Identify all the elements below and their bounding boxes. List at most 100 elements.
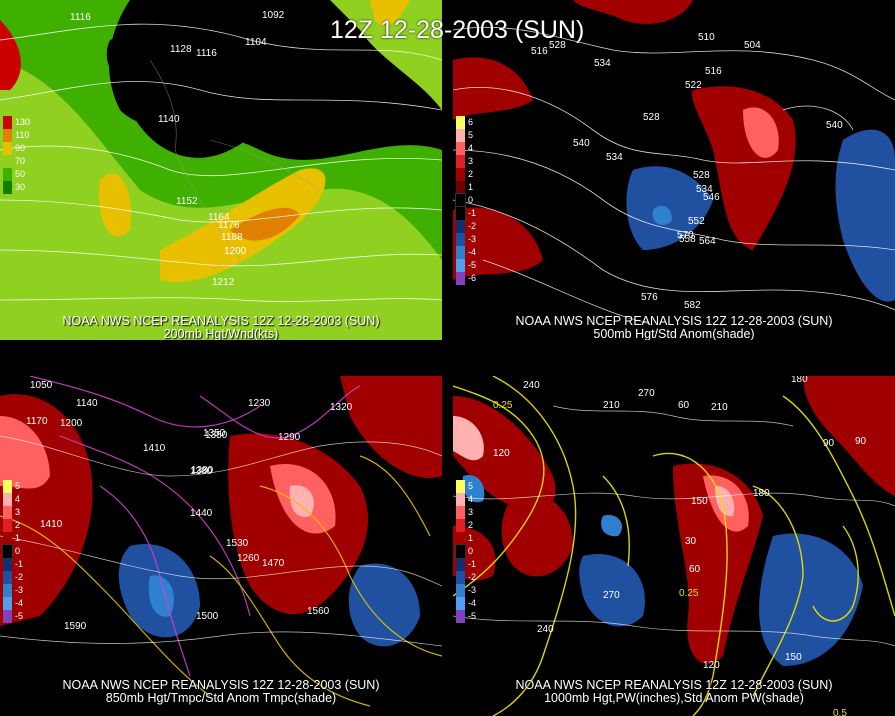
legend-label: -1 bbox=[15, 559, 24, 569]
legend-label: -5 bbox=[468, 611, 477, 621]
legend-swatch bbox=[456, 480, 465, 493]
legend-label: 5 bbox=[15, 481, 21, 491]
legend-label: 5 bbox=[468, 481, 474, 491]
legend-swatch bbox=[3, 571, 12, 584]
panel-200mb-map: 1116 1092 1104 1128 1116 1140 1152 1164 … bbox=[0, 0, 442, 340]
contour-label: 540 bbox=[826, 120, 843, 131]
contour-label: 564 bbox=[699, 236, 716, 247]
contour-label: 30 bbox=[685, 536, 697, 547]
legend-label: 3 bbox=[468, 156, 474, 166]
legend-label: 90 bbox=[15, 143, 26, 153]
contour-label: 1164 bbox=[208, 212, 230, 223]
contour-label: 534 bbox=[594, 58, 611, 69]
contour-label: 534 bbox=[606, 152, 623, 163]
contour-label: 1188 bbox=[221, 232, 243, 243]
legend-label: -2 bbox=[468, 221, 477, 231]
legend-swatch bbox=[3, 584, 12, 597]
contour-label: 1260 bbox=[237, 553, 260, 564]
contour-label: 1140 bbox=[76, 398, 98, 409]
contour-label: 1410 bbox=[40, 519, 63, 530]
legend-swatch bbox=[3, 155, 12, 168]
legend-swatch bbox=[3, 142, 12, 155]
panel-500mb-map: 516 528 510 504 534 516 522 528 540 534 … bbox=[453, 0, 895, 340]
contour-label: 1170 bbox=[26, 416, 48, 427]
contour-label: 516 bbox=[531, 46, 548, 57]
contour-label: 0.25 bbox=[679, 588, 699, 599]
contour-label: 1590 bbox=[64, 621, 87, 632]
contour-label: 1116 bbox=[70, 12, 91, 23]
legend-swatch bbox=[3, 493, 12, 506]
contour-label: 90 bbox=[855, 436, 867, 447]
legend-label: -5 bbox=[15, 611, 24, 621]
legend-swatch bbox=[2, 544, 13, 559]
contour-label: 1560 bbox=[307, 606, 330, 617]
contour-label: 1350 bbox=[203, 428, 226, 439]
contour-label: 240 bbox=[523, 380, 540, 391]
contour-label: 1212 bbox=[212, 277, 235, 288]
legend-label: -3 bbox=[468, 585, 477, 595]
contour-label: 1290 bbox=[278, 432, 301, 443]
contour-label: 210 bbox=[603, 400, 620, 411]
legend-label: 3 bbox=[15, 507, 21, 517]
legend-label: -4 bbox=[468, 598, 477, 608]
legend-swatch bbox=[3, 558, 12, 571]
legend-label: -3 bbox=[15, 585, 24, 595]
panel-200mb-graphic: 1116 1092 1104 1128 1116 1140 1152 1164 … bbox=[0, 0, 442, 340]
panel-850mb-graphic: 1050 1140 1170 1200 1410 1380 1350 1320 … bbox=[0, 376, 442, 716]
contour-label: 1176 bbox=[218, 220, 240, 231]
legend-swatch bbox=[456, 532, 465, 545]
contour-label: 150 bbox=[785, 652, 802, 663]
legend-label: 1 bbox=[468, 182, 474, 192]
legend-swatch bbox=[3, 519, 12, 532]
legend-swatch bbox=[3, 610, 12, 623]
legend-swatch bbox=[456, 246, 465, 259]
contour-label: 1380 bbox=[191, 465, 214, 476]
legend-label: 50 bbox=[15, 169, 26, 179]
legend-swatch bbox=[456, 519, 465, 532]
contour-label: 210 bbox=[711, 402, 728, 413]
legend-swatch bbox=[456, 259, 465, 272]
legend-label: 110 bbox=[15, 130, 30, 140]
legend-label: 130 bbox=[15, 117, 31, 127]
caption-title: NOAA NWS NCEP REANALYSIS 12Z 12-28-2003 … bbox=[515, 314, 833, 328]
legend-label: -2 bbox=[15, 572, 24, 582]
contour-label: 120 bbox=[493, 448, 510, 459]
contour-label: 1530 bbox=[226, 538, 249, 549]
legend-swatch bbox=[456, 142, 465, 155]
caption-subtitle: 850mb Hgt/Tmpc/Std Anom Tmpc(shade) bbox=[105, 691, 337, 705]
legend-label: 3 bbox=[468, 507, 474, 517]
contour-label: 120 bbox=[703, 660, 720, 671]
contour-label: 150 bbox=[691, 496, 708, 507]
legend-swatch bbox=[456, 181, 465, 194]
legend-swatch bbox=[456, 220, 465, 233]
panel-500mb-graphic: 516 528 510 504 534 516 522 528 540 534 … bbox=[453, 0, 895, 340]
contour-label: 582 bbox=[684, 300, 701, 311]
legend-swatch bbox=[456, 168, 465, 181]
contour-label: 1200 bbox=[224, 246, 247, 257]
legend-label: -4 bbox=[15, 598, 24, 608]
legend-label: -2 bbox=[468, 572, 477, 582]
contour-label: 1230 bbox=[248, 398, 271, 409]
contour-label: 0.25 bbox=[493, 400, 513, 411]
legend-swatch bbox=[456, 155, 465, 168]
legend-label: 0 bbox=[15, 546, 21, 556]
legend-swatch bbox=[3, 181, 12, 194]
contour-label: 540 bbox=[573, 138, 590, 149]
contour-label: 516 bbox=[705, 66, 722, 77]
map-title: 12Z 12-28-2003 (SUN) bbox=[330, 16, 585, 44]
legend-label: 5 bbox=[468, 130, 474, 140]
contour-label: 1410 bbox=[143, 443, 166, 454]
panel-850mb-map: 1050 1140 1170 1200 1410 1380 1350 1320 … bbox=[0, 376, 442, 716]
contour-label: 1104 bbox=[245, 37, 267, 48]
contour-label: 60 bbox=[678, 400, 690, 411]
legend-swatch bbox=[3, 532, 12, 545]
contour-label: 1152 bbox=[176, 196, 198, 207]
caption-subtitle: 200mb Hgt/Wnd(kts) bbox=[163, 327, 279, 340]
legend-label: -3 bbox=[468, 234, 477, 244]
contour-label: 1470 bbox=[262, 558, 285, 569]
legend-swatch bbox=[456, 571, 465, 584]
contour-label: 528 bbox=[693, 170, 710, 181]
legend-label: 2 bbox=[15, 520, 21, 530]
legend-label: 30 bbox=[15, 182, 26, 192]
contour-label: 1320 bbox=[330, 402, 353, 413]
